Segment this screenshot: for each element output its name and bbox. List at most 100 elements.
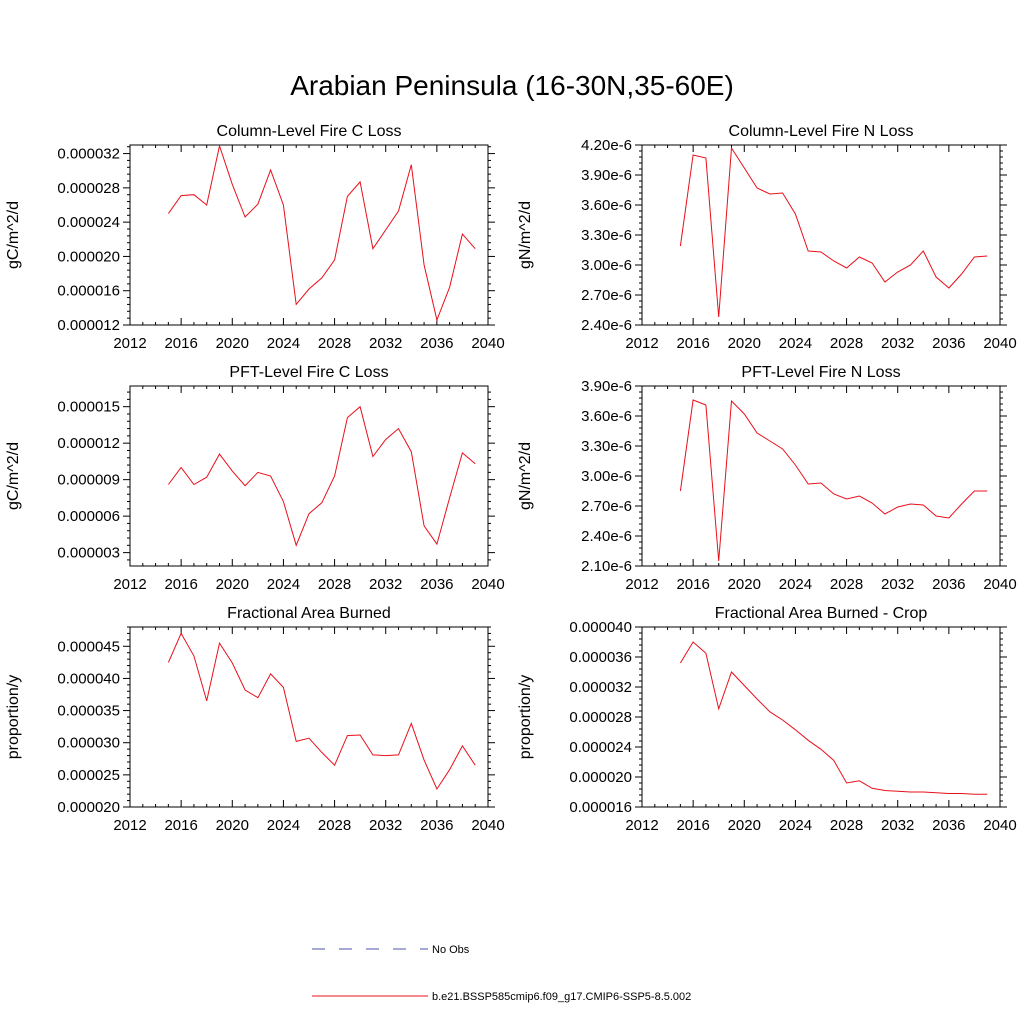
y-tick-label: 0.000012	[57, 317, 120, 334]
x-tick-label: 2012	[113, 335, 146, 352]
x-tick-label: 2028	[830, 817, 863, 834]
x-tick-label: 2012	[625, 576, 658, 593]
series-line	[679, 146, 988, 318]
panel-title: Column-Level Fire C Loss	[217, 123, 402, 140]
y-tick-label: 3.30e-6	[581, 227, 632, 244]
x-tick-label: 2032	[881, 335, 914, 352]
y-tick-label: 4.20e-6	[581, 137, 632, 154]
y-tick-label: 0.000003	[57, 545, 120, 562]
plot-frame	[129, 626, 489, 808]
y-tick-label: 0.000012	[57, 435, 120, 452]
y-tick-label: 0.000024	[57, 214, 120, 231]
x-tick-label: 2040	[983, 817, 1016, 834]
series-line	[679, 641, 988, 795]
panel-2: Column-Level Fire N Loss gN/m^2/d 2012 2016…	[517, 123, 1017, 352]
x-tick-label: 2024	[779, 817, 812, 834]
y-tick-label: 3.90e-6	[581, 167, 632, 184]
x-tick-label: 2016	[164, 817, 197, 834]
panel-title: Column-Level Fire N Loss	[729, 123, 914, 140]
panel-title: PFT-Level Fire N Loss	[741, 364, 900, 381]
y-tick-label: 0.000016	[569, 799, 632, 816]
series-line	[167, 632, 476, 791]
y-tick-label: 0.000009	[57, 472, 120, 489]
x-tick-label: 2036	[932, 576, 965, 593]
x-tick-label: 2012	[625, 817, 658, 834]
y-tick-label: 0.000020	[569, 769, 632, 786]
x-tick-label: 2040	[983, 335, 1016, 352]
panel-title: PFT-Level Fire C Loss	[229, 364, 388, 381]
y-tick-label: 3.00e-6	[581, 468, 632, 485]
y-tick-label: 0.000028	[57, 180, 120, 197]
x-tick-label: 2036	[420, 576, 453, 593]
x-tick-label: 2036	[932, 335, 965, 352]
y-tick-label: 2.70e-6	[581, 498, 632, 515]
y-tick-label: 0.000006	[57, 508, 120, 525]
panel-title: Fractional Area Burned	[227, 605, 391, 622]
y-tick-label: 3.30e-6	[581, 438, 632, 455]
x-tick-label: 2012	[113, 817, 146, 834]
plot-frame	[129, 144, 489, 326]
plot-frame	[129, 385, 489, 567]
x-tick-label: 2024	[267, 335, 300, 352]
y-tick-label: 0.000032	[57, 146, 120, 163]
panels-group: Column-Level Fire C Loss gC/m^2/d 2012 2016…	[5, 123, 1017, 834]
y-axis-label: gN/m^2/d	[517, 442, 534, 510]
y-tick-label: 0.000035	[57, 703, 120, 720]
y-tick-label: 2.10e-6	[581, 558, 632, 575]
y-tick-label: 3.00e-6	[581, 257, 632, 274]
y-tick-label: 0.000045	[57, 638, 120, 655]
x-tick-label: 2040	[471, 817, 504, 834]
y-tick-label: 0.000032	[569, 679, 632, 696]
y-tick-label: 0.000028	[569, 709, 632, 726]
x-tick-label: 2028	[830, 335, 863, 352]
x-tick-label: 2024	[779, 335, 812, 352]
y-tick-label: 2.70e-6	[581, 287, 632, 304]
x-tick-label: 2016	[164, 576, 197, 593]
x-tick-label: 2036	[420, 817, 453, 834]
plot-frame	[641, 385, 1001, 567]
y-tick-label: 3.90e-6	[581, 378, 632, 395]
legend: No Obs b.e21.BSSP585cmip6.f09_g17.CMIP6-…	[312, 944, 691, 1003]
x-tick-label: 2024	[779, 576, 812, 593]
x-tick-label: 2016	[676, 817, 709, 834]
y-tick-label: 0.000025	[57, 767, 120, 784]
x-tick-label: 2028	[830, 576, 863, 593]
series-line	[167, 144, 476, 322]
series-line	[679, 399, 988, 562]
x-tick-label: 2020	[728, 817, 761, 834]
x-tick-label: 2036	[932, 817, 965, 834]
panel-1: Column-Level Fire C Loss gC/m^2/d 2012 2016…	[5, 123, 505, 352]
x-tick-label: 2012	[113, 576, 146, 593]
x-tick-label: 2020	[728, 576, 761, 593]
x-tick-label: 2032	[369, 335, 402, 352]
x-tick-label: 2028	[318, 576, 351, 593]
x-tick-label: 2020	[216, 817, 249, 834]
y-axis-label: gC/m^2/d	[5, 442, 22, 510]
y-tick-label: 0.000020	[57, 248, 120, 265]
x-tick-label: 2032	[881, 817, 914, 834]
plot-frame	[641, 144, 1001, 326]
series-line	[167, 405, 476, 547]
x-tick-label: 2040	[983, 576, 1016, 593]
y-axis-label: proportion/y	[517, 675, 534, 760]
y-tick-label: 3.60e-6	[581, 408, 632, 425]
y-axis-label: gC/m^2/d	[5, 201, 22, 269]
x-tick-label: 2040	[471, 335, 504, 352]
y-axis-label: gN/m^2/d	[517, 201, 534, 269]
x-tick-label: 2032	[369, 817, 402, 834]
plot-frame	[641, 626, 1001, 808]
legend-label-no-obs: No Obs	[432, 944, 470, 956]
figure-title: Arabian Peninsula (16-30N,35-60E)	[290, 70, 734, 101]
x-tick-label: 2016	[676, 576, 709, 593]
x-tick-label: 2024	[267, 576, 300, 593]
x-tick-label: 2028	[318, 817, 351, 834]
x-tick-label: 2024	[267, 817, 300, 834]
x-tick-label: 2032	[881, 576, 914, 593]
panel-6: Fractional Area Burned - Crop proportion/…	[517, 605, 1017, 834]
y-tick-label: 0.000040	[57, 670, 120, 687]
x-tick-label: 2036	[420, 335, 453, 352]
x-tick-label: 2028	[318, 335, 351, 352]
panel-5: Fractional Area Burned proportion/y 2012 20…	[5, 605, 505, 834]
x-tick-label: 2020	[216, 576, 249, 593]
